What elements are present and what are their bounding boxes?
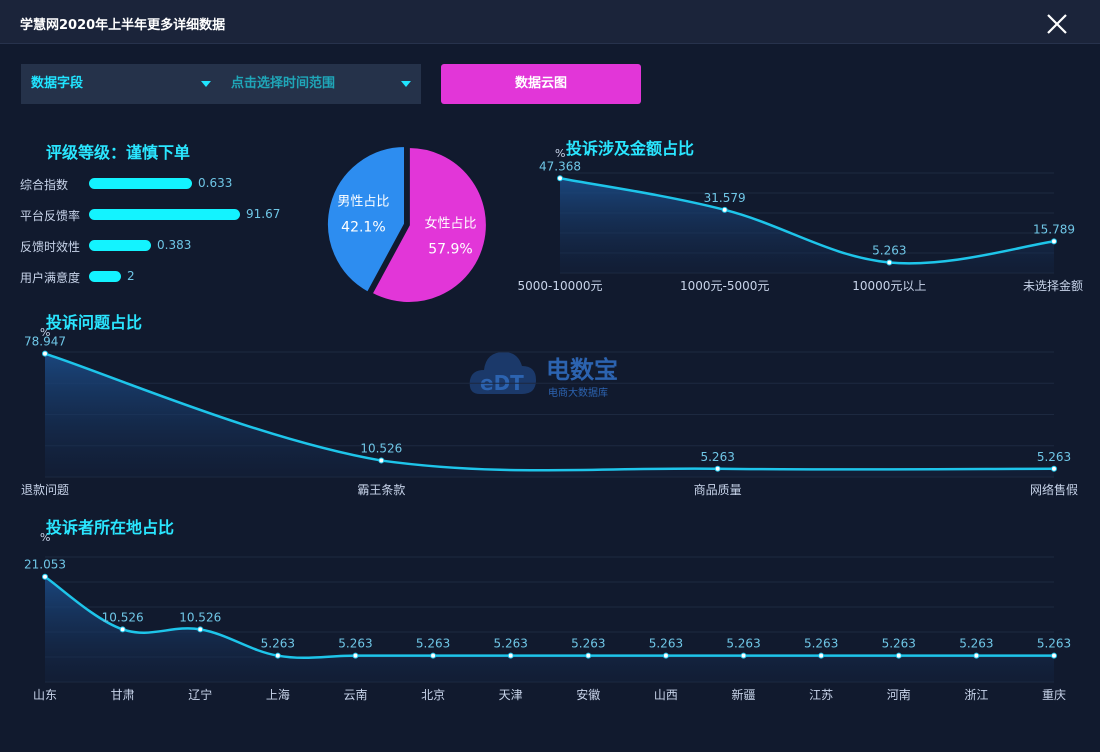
data-point[interactable] <box>120 627 125 632</box>
complainant-location-chart: % 21.053 山东 10.526 甘肃 10.526 辽宁 5.263 上海 5.263 云南 5… <box>24 518 1071 702</box>
x-tick-label: 浙江 <box>964 688 988 702</box>
data-point[interactable] <box>819 653 824 658</box>
data-label: 5.263 <box>571 637 605 651</box>
x-tick-label: 山东 <box>33 688 57 702</box>
data-point[interactable] <box>431 653 436 658</box>
x-tick-label: 网络售假 <box>1030 482 1078 497</box>
data-label: 5.263 <box>804 637 838 651</box>
data-label: 78.947 <box>24 335 66 349</box>
x-tick-label: 北京 <box>421 688 445 702</box>
data-label: 5.263 <box>882 637 916 651</box>
area-fill <box>560 178 1054 273</box>
data-point[interactable] <box>198 627 203 632</box>
x-tick-label: 江苏 <box>809 688 833 702</box>
data-label: 5.263 <box>649 637 683 651</box>
data-label: 5.263 <box>1037 637 1071 651</box>
data-point[interactable] <box>896 653 901 658</box>
x-tick-label: 云南 <box>343 687 367 702</box>
data-label: 5.263 <box>494 637 528 651</box>
data-label: 5.263 <box>416 637 450 651</box>
x-tick-label: 5000-10000元 <box>517 279 602 293</box>
data-point[interactable] <box>275 653 280 658</box>
axis-ylabel: % <box>555 147 565 160</box>
data-label: 47.368 <box>539 159 581 173</box>
data-point[interactable] <box>1052 466 1057 471</box>
data-point[interactable] <box>1052 239 1057 244</box>
data-label: 5.263 <box>261 637 295 651</box>
amount-area-chart: %47.368 5000-10000元 31.579 1000元-5000元 5.263… <box>517 139 1083 293</box>
x-tick-label: 商品质量 <box>694 482 742 497</box>
data-point[interactable] <box>741 653 746 658</box>
x-tick-label: 上海 <box>266 687 290 702</box>
x-tick-label: 霸王条款 <box>357 483 405 497</box>
data-point[interactable] <box>663 653 668 658</box>
x-tick-label: 退款问题 <box>21 483 69 497</box>
x-tick-label: 重庆 <box>1042 688 1066 702</box>
data-label: 15.789 <box>1033 222 1075 236</box>
data-point[interactable] <box>43 351 48 356</box>
x-tick-label: 未选择金额 <box>1023 278 1083 293</box>
data-label: 5.263 <box>872 243 906 257</box>
data-point[interactable] <box>379 458 384 463</box>
data-label: 5.263 <box>726 637 760 651</box>
data-label: 31.579 <box>704 191 746 205</box>
data-point[interactable] <box>586 653 591 658</box>
x-tick-label: 10000元以上 <box>852 279 926 293</box>
x-tick-label: 新疆 <box>732 687 756 702</box>
chart-title: 投诉问题占比 <box>46 313 142 332</box>
chart-title: 投诉者所在地占比 <box>46 518 174 537</box>
data-label: 5.263 <box>959 637 993 651</box>
data-label: 10.526 <box>179 610 221 624</box>
data-point[interactable] <box>722 207 727 212</box>
data-point[interactable] <box>887 260 892 265</box>
complaint-issue-chart: %78.947 退款问题 10.526 霸王条款 5.263 商品质量 5.263 网络售假 投… <box>21 313 1078 497</box>
x-tick-label: 河南 <box>887 687 911 702</box>
data-point[interactable] <box>558 176 563 181</box>
data-point[interactable] <box>353 653 358 658</box>
x-tick-label: 甘肃 <box>111 688 135 702</box>
data-point[interactable] <box>1052 653 1057 658</box>
data-point[interactable] <box>508 653 513 658</box>
data-label: 21.053 <box>24 558 66 572</box>
chart-title: 投诉涉及金额占比 <box>566 139 694 158</box>
data-label: 5.263 <box>1037 450 1071 464</box>
data-point[interactable] <box>43 574 48 579</box>
x-tick-label: 山西 <box>654 688 678 702</box>
data-label: 5.263 <box>700 450 734 464</box>
x-tick-label: 安徽 <box>576 687 600 702</box>
data-label: 10.526 <box>360 442 402 456</box>
data-label: 5.263 <box>338 637 372 651</box>
x-tick-label: 1000元-5000元 <box>680 279 769 293</box>
data-label: 10.526 <box>102 610 144 624</box>
x-tick-label: 天津 <box>499 688 523 702</box>
data-point[interactable] <box>974 653 979 658</box>
area-fill <box>45 354 1054 477</box>
data-point[interactable] <box>715 466 720 471</box>
x-tick-label: 辽宁 <box>188 687 212 702</box>
